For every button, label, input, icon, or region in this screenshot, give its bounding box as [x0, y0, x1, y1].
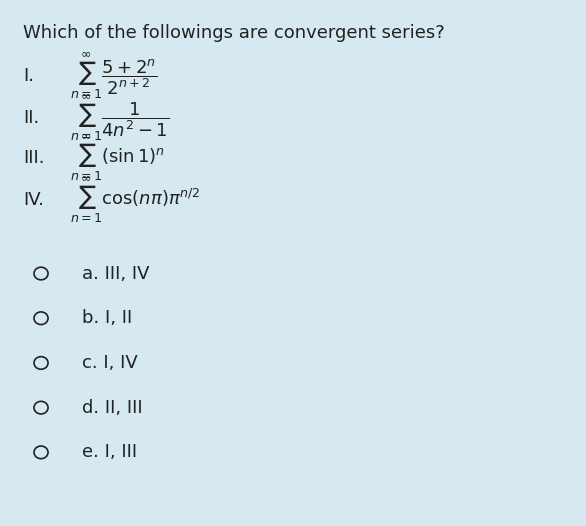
- Text: III.: III.: [23, 149, 45, 167]
- Text: IV.: IV.: [23, 191, 45, 209]
- Text: c. I, IV: c. I, IV: [82, 354, 138, 372]
- Text: $\sum_{n=1}^{\infty} \cos(n\pi)\pi^{n/2}$: $\sum_{n=1}^{\infty} \cos(n\pi)\pi^{n/2}…: [70, 175, 200, 225]
- Text: b. I, II: b. I, II: [82, 309, 132, 327]
- Text: a. III, IV: a. III, IV: [82, 265, 149, 282]
- Text: $\sum_{n=1}^{\infty} \dfrac{5+2^{n}}{2^{n+2}}$: $\sum_{n=1}^{\infty} \dfrac{5+2^{n}}{2^{…: [70, 51, 158, 102]
- Text: I.: I.: [23, 67, 35, 85]
- Text: $\sum_{n=1}^{\infty} (\sin 1)^{n}$: $\sum_{n=1}^{\infty} (\sin 1)^{n}$: [70, 133, 165, 183]
- Text: II.: II.: [23, 109, 40, 127]
- Text: d. II, III: d. II, III: [82, 399, 142, 417]
- Text: Which of the followings are convergent series?: Which of the followings are convergent s…: [23, 24, 445, 42]
- Text: e. I, III: e. I, III: [82, 443, 137, 461]
- Text: $\sum_{n=1}^{\infty} \dfrac{1}{4n^{2}-1}$: $\sum_{n=1}^{\infty} \dfrac{1}{4n^{2}-1}…: [70, 93, 169, 144]
